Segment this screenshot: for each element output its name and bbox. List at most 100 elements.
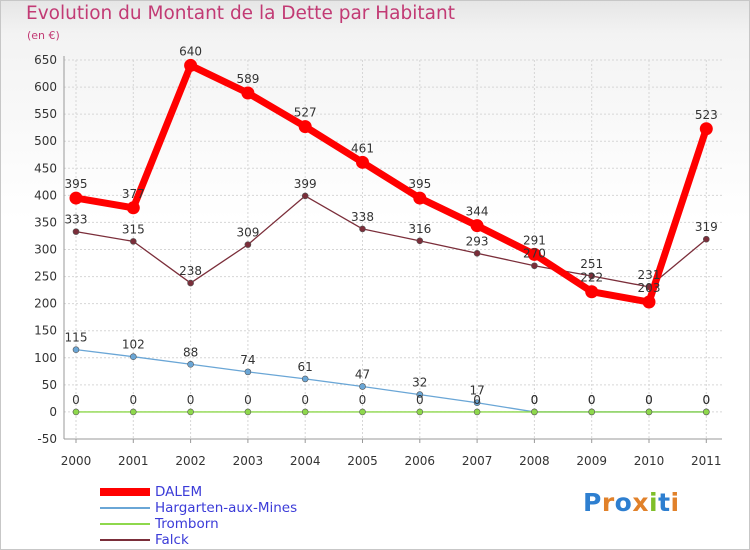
data-point-dalem [699,122,713,136]
data-point-dalem [413,191,427,205]
data-point-hargarten-aux-mines [359,383,366,390]
legend-swatch-falck [100,539,150,541]
data-label-falck: 338 [351,210,374,224]
data-point-falck [130,238,137,245]
x-tick-label: 2004 [290,454,321,468]
data-point-tromborn [187,408,194,416]
x-tick-label: 2008 [519,454,550,468]
data-point-tromborn [645,408,653,416]
data-label-hargarten-aux-mines: 115 [65,331,88,345]
data-label-dalem: 589 [236,72,259,86]
legend-item-hargarten: Hargarten-aux-Mines [100,500,400,516]
y-tick-label: 300 [34,243,57,257]
x-tick-label: 2005 [347,454,378,468]
data-point-hargarten-aux-mines [301,375,309,383]
data-point-dalem [126,201,140,215]
data-label-tromborn: 0 [473,393,481,407]
data-point-dalem [527,247,541,261]
data-point-falck [301,192,309,200]
data-point-tromborn [72,408,80,416]
data-label-tromborn: 0 [244,393,252,407]
unit-label: (en €) [27,29,60,42]
data-label-falck: 319 [695,220,718,234]
y-tick-label: 0 [49,405,57,419]
logo-letter: t [658,488,671,517]
data-point-falck [72,228,80,235]
x-tick-label: 2007 [462,454,493,468]
data-point-hargarten-aux-mines [130,353,137,361]
x-tick-label: 2001 [118,454,149,468]
data-label-hargarten-aux-mines: 0 [588,393,596,407]
data-label-dalem: 377 [122,187,145,201]
data-label-hargarten-aux-mines: 102 [122,338,145,352]
y-tick-label: 350 [34,215,57,229]
data-label-dalem: 222 [580,271,603,285]
y-tick-label: -50 [37,432,57,446]
series-line-dalem [75,61,710,306]
data-label-tromborn: 0 [645,393,653,407]
data-label-falck: 270 [523,247,546,261]
data-point-tromborn [416,408,424,416]
data-label-dalem: 461 [351,141,374,155]
legend-item-falck: Falck [100,532,400,548]
data-point-tromborn [244,408,252,416]
data-label-falck: 231 [638,268,661,282]
data-label-hargarten-aux-mines: 32 [412,376,427,390]
y-tick-label: 200 [34,297,57,311]
y-tick-label: 450 [34,161,57,175]
data-point-tromborn [301,408,309,416]
data-label-falck: 251 [580,257,603,271]
legend-item-dalem: DALEM [100,484,400,500]
y-tick-label: 650 [34,53,57,67]
legend-item-tromborn: Tromborn [100,516,400,532]
data-point-hargarten-aux-mines [473,399,481,407]
logo-letter: i [670,488,680,517]
data-point-dalem [585,285,599,299]
y-tick-label: 250 [34,270,57,284]
y-tick-label: 50 [42,378,57,392]
data-label-tromborn: 0 [359,393,367,407]
legend-label-dalem: DALEM [155,484,203,500]
data-label-hargarten-aux-mines: 17 [469,384,484,398]
data-point-dalem [241,86,255,100]
data-point-tromborn [702,408,710,416]
y-tick-label: 150 [34,324,57,338]
data-point-hargarten-aux-mines [187,360,194,368]
series-line-hargarten-aux-mines [75,349,707,413]
data-point-tromborn [588,408,596,416]
x-tick-label: 2010 [634,454,665,468]
legend-label-falck: Falck [155,532,189,548]
data-label-hargarten-aux-mines: 47 [355,367,370,381]
data-point-dalem [470,219,484,233]
x-tick-label: 2009 [576,454,607,468]
data-label-falck: 309 [236,226,259,240]
data-label-dalem: 203 [638,281,661,295]
data-point-dalem [298,120,312,134]
data-point-dalem [356,155,369,169]
data-label-dalem: 395 [65,177,88,191]
data-label-tromborn: 0 [72,393,80,407]
data-point-tromborn [359,408,366,416]
data-label-dalem: 523 [695,108,718,122]
data-label-hargarten-aux-mines: 61 [298,360,313,374]
data-label-tromborn: 0 [416,393,424,407]
data-label-dalem: 291 [523,233,546,247]
x-tick-label: 2000 [61,454,92,468]
data-point-hargarten-aux-mines [72,346,80,353]
series-line-falck [75,195,707,288]
chart-title: Evolution du Montant de la Dette par Hab… [26,3,455,24]
x-tick-label: 2003 [233,454,264,468]
x-tick-label: 2006 [405,454,436,468]
legend-swatch-dalem [100,488,150,496]
data-point-hargarten-aux-mines [416,391,424,398]
legend-label-tromborn: Tromborn [155,516,219,532]
data-label-falck: 315 [122,222,145,236]
y-tick-label: 550 [34,107,57,121]
data-point-hargarten-aux-mines [244,368,252,376]
data-point-falck [702,235,710,243]
data-label-falck: 238 [179,264,202,278]
logo-letter: r [601,488,615,517]
y-tick-label: 100 [34,351,57,365]
